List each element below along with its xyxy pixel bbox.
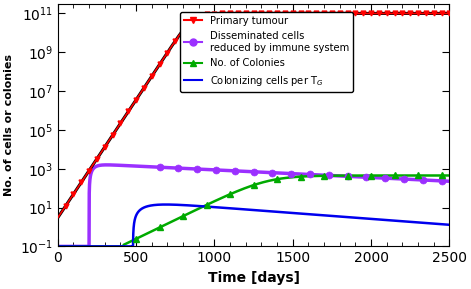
X-axis label: Time [days]: Time [days] <box>208 271 300 285</box>
Y-axis label: No. of cells or colonies: No. of cells or colonies <box>4 54 14 196</box>
Legend: Primary tumour, Disseminated cells
reduced by immune system, No. of Colonies, Co: Primary tumour, Disseminated cells reduc… <box>180 12 354 92</box>
